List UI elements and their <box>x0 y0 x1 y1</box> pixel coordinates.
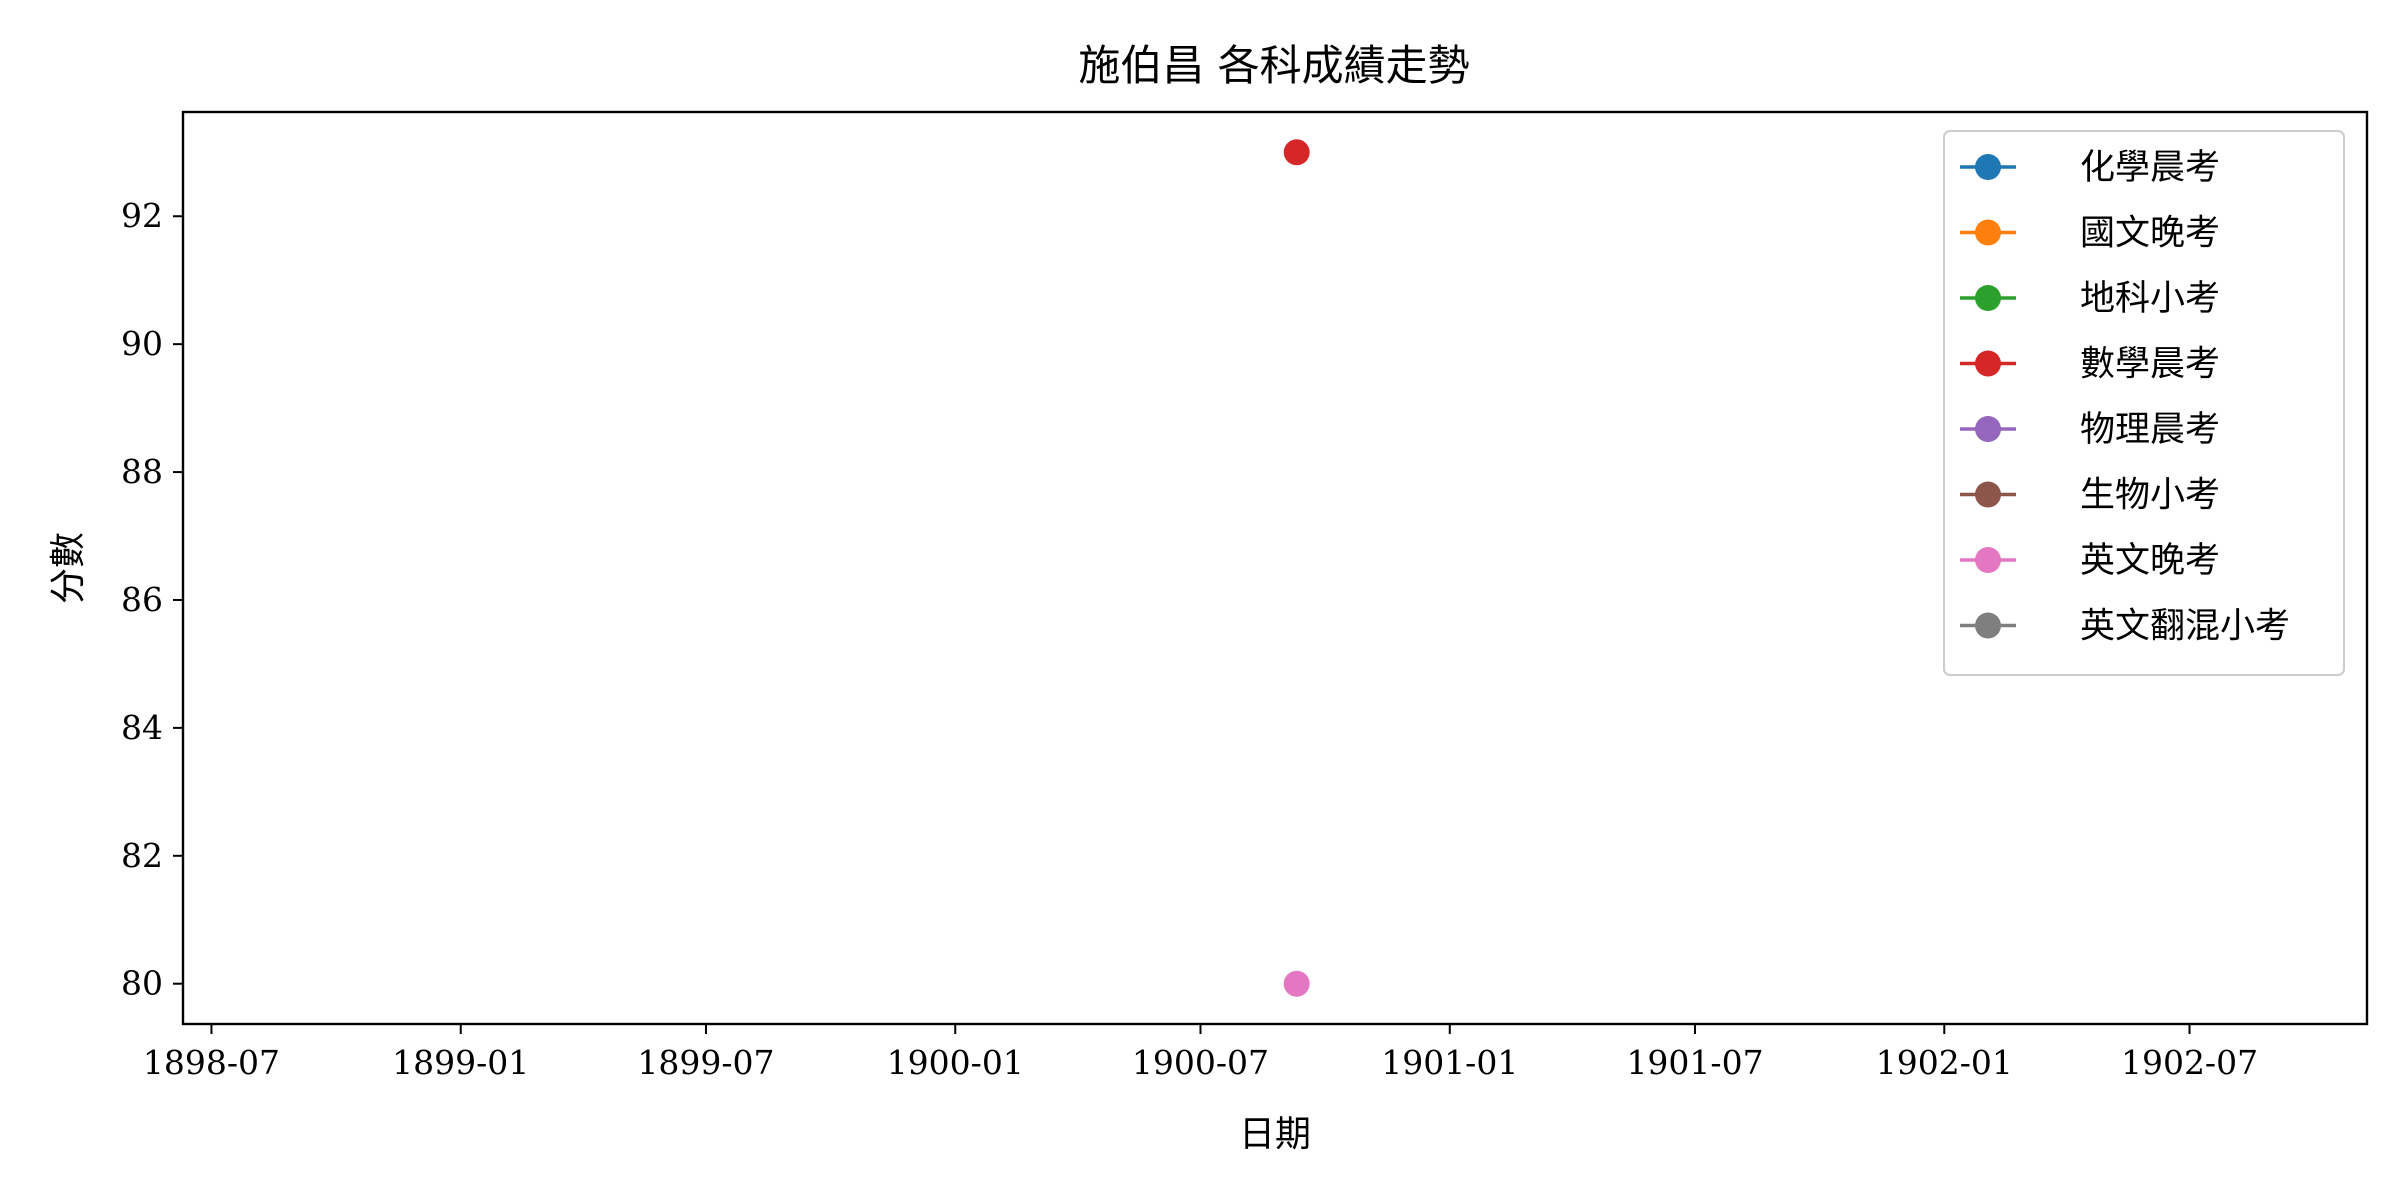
x-tick-label: 1899-01 <box>392 1043 529 1082</box>
y-tick-label: 90 <box>121 324 163 363</box>
x-tick-label: 1902-01 <box>1876 1043 2013 1082</box>
y-tick-label: 84 <box>121 708 163 747</box>
legend-marker <box>1975 416 2001 442</box>
chart-title: 施伯昌 各科成績走勢 <box>1078 41 1469 90</box>
legend-label: 英文晚考 <box>2080 541 2220 581</box>
legend-marker <box>1975 351 2001 377</box>
legend-label: 生物小考 <box>2080 476 2220 516</box>
x-tick-label: 1901-07 <box>1626 1043 1763 1082</box>
y-tick-label: 88 <box>121 452 163 491</box>
y-axis: 80 82 84 86 88 90 92 <box>121 196 183 1002</box>
legend-label: 化學晨考 <box>2080 148 2220 188</box>
data-point <box>1284 139 1310 165</box>
y-tick-label: 82 <box>121 836 163 875</box>
legend-marker <box>1975 285 2001 311</box>
legend-marker <box>1975 220 2001 246</box>
legend-label: 英文翻混小考 <box>2080 607 2290 647</box>
legend-marker <box>1975 547 2001 573</box>
y-axis-label: 分數 <box>48 532 89 604</box>
x-tick-label: 1898-07 <box>143 1043 280 1082</box>
x-tick-label: 1901-01 <box>1381 1043 1518 1082</box>
x-axis-label: 日期 <box>1239 1114 1311 1155</box>
legend-label: 數學晨考 <box>2080 345 2220 385</box>
x-tick-label: 1902-07 <box>2121 1043 2258 1082</box>
y-tick-label: 80 <box>121 964 163 1003</box>
series-layer <box>1284 139 1310 996</box>
y-tick-label: 86 <box>121 580 163 619</box>
legend-marker <box>1975 482 2001 508</box>
x-axis: 1898-07 1899-01 1899-07 1900-01 1900-07 1901-… <box>143 1024 2258 1082</box>
x-tick-label: 1899-07 <box>637 1043 774 1082</box>
legend-marker <box>1975 613 2001 639</box>
y-tick-label: 92 <box>121 196 163 235</box>
legend-label: 地科小考 <box>2080 279 2220 319</box>
legend-label: 物理晨考 <box>2080 410 2220 450</box>
legend-marker <box>1975 154 2001 180</box>
data-point <box>1284 971 1310 997</box>
legend-label: 國文晚考 <box>2080 214 2220 254</box>
x-tick-label: 1900-01 <box>887 1043 1024 1082</box>
x-tick-label: 1900-07 <box>1132 1043 1269 1082</box>
